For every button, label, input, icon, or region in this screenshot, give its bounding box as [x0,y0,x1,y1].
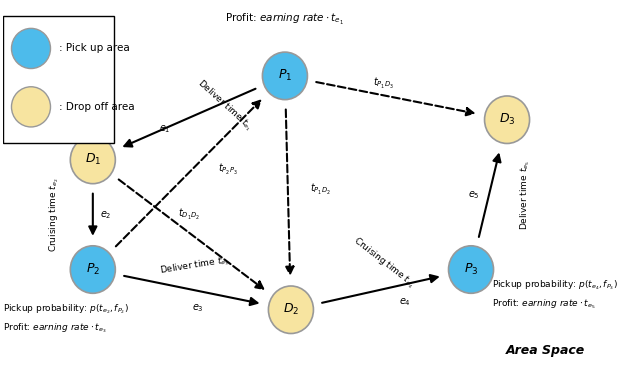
Text: Profit: $earning\ rate \cdot t_{e_1}$: Profit: $earning\ rate \cdot t_{e_1}$ [225,12,344,27]
Text: $t_{P_1D_3}$: $t_{P_1D_3}$ [374,76,394,91]
Ellipse shape [268,286,314,334]
Ellipse shape [70,136,115,184]
Text: Pickup probability: $p(t_{e_4}, f_{P_3})$
Profit: $earning\ rate \cdot t_{e_5}$: Pickup probability: $p(t_{e_4}, f_{P_3})… [492,279,618,311]
Text: Deliver time $t_{e_3}$: Deliver time $t_{e_3}$ [159,254,230,278]
Text: $e_5$: $e_5$ [468,189,480,201]
Ellipse shape [262,52,307,100]
Text: $P_3$: $P_3$ [464,262,478,277]
Text: Cruising time $t_{e_4}$: Cruising time $t_{e_4}$ [350,234,418,290]
FancyBboxPatch shape [3,16,114,144]
Text: Deliver time $t_{e_5}$: Deliver time $t_{e_5}$ [518,160,532,230]
Ellipse shape [12,87,51,127]
Ellipse shape [12,28,51,69]
Text: $e_4$: $e_4$ [399,296,411,308]
Text: $t_{P_2P_3}$: $t_{P_2P_3}$ [218,161,238,177]
Text: $D_1$: $D_1$ [84,152,101,167]
Text: $e_2$: $e_2$ [100,209,112,221]
Text: Deliver time $t_{e_1}$: Deliver time $t_{e_1}$ [195,77,255,134]
Text: $e_1$: $e_1$ [159,123,171,135]
Text: $t_{D_1D_2}$: $t_{D_1D_2}$ [178,207,200,222]
Text: Cruising time $t_{e_2}$: Cruising time $t_{e_2}$ [47,177,61,252]
Ellipse shape [449,246,493,293]
Text: : Drop off area: : Drop off area [59,102,134,112]
Text: Area Space: Area Space [506,344,585,357]
Ellipse shape [484,96,529,144]
Text: $P_1$: $P_1$ [278,68,292,83]
Text: $e_3$: $e_3$ [192,302,204,314]
Ellipse shape [70,246,115,293]
Text: $D_3$: $D_3$ [499,112,515,127]
Text: $D_2$: $D_2$ [283,302,299,317]
Text: : Pick up area: : Pick up area [59,43,129,53]
Text: Pickup probability: $p(t_{e_2}, f_{P_2})$
Profit: $earning\ rate \cdot t_{e_3}$: Pickup probability: $p(t_{e_2}, f_{P_2})… [3,303,129,335]
Text: $t_{P_1D_2}$: $t_{P_1D_2}$ [310,182,332,197]
Text: $P_2$: $P_2$ [86,262,100,277]
